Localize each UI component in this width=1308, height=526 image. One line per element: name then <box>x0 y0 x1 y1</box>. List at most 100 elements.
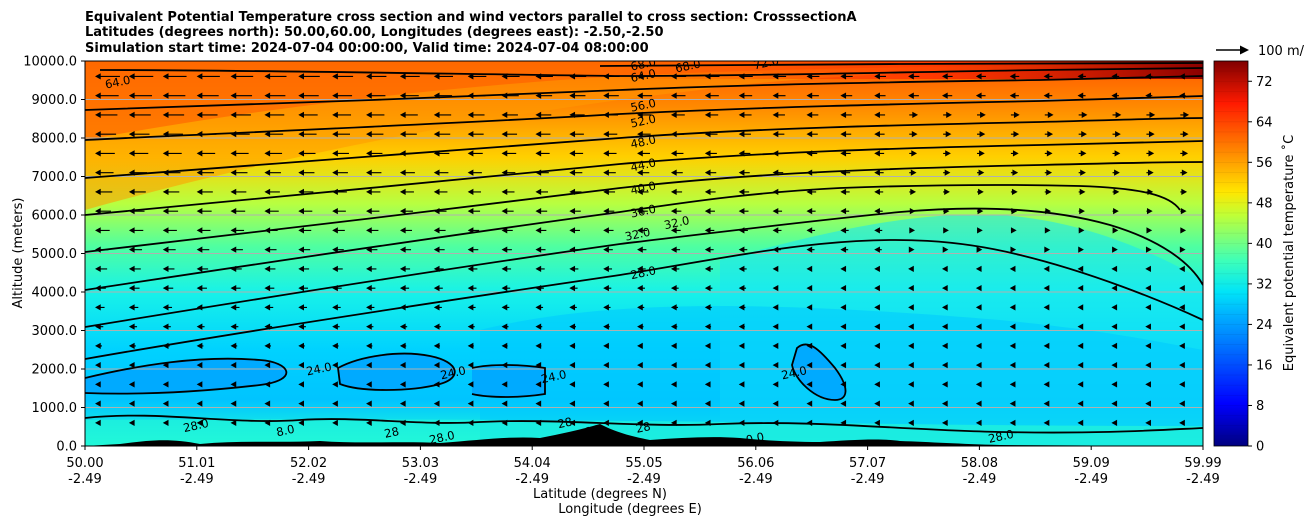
wind-vector <box>874 92 886 99</box>
wind-vector <box>399 208 413 215</box>
wind-vector <box>1043 73 1053 80</box>
wind-vector <box>569 419 576 427</box>
wind-vector <box>1009 419 1016 427</box>
wind-vector <box>772 342 779 350</box>
wind-vector <box>874 285 880 292</box>
x-axis-label-lat: Latitude (degrees N) <box>533 487 667 502</box>
wind-vector <box>467 246 479 253</box>
wind-vector <box>772 169 784 176</box>
wind-vector <box>433 246 445 253</box>
contour-label: 32.0 <box>624 225 652 244</box>
wind-vector <box>840 285 847 292</box>
wind-vector <box>977 131 986 138</box>
wind-vector <box>772 208 783 215</box>
wind-vector <box>1180 227 1187 234</box>
wind-vector <box>501 188 515 196</box>
wind-vector <box>704 131 718 138</box>
wind-vector <box>874 419 880 427</box>
wind-vector <box>399 323 408 330</box>
wind-vector <box>1111 323 1118 330</box>
wind-vector <box>1146 208 1153 215</box>
wind-vector <box>637 265 646 273</box>
wind-vector <box>704 285 713 292</box>
wind-vector <box>1010 169 1019 176</box>
contour-labels: 64.068.0 68.0 72.064.056.052.048.044.040.0… <box>104 61 1015 447</box>
wind-vector <box>670 381 677 388</box>
wind-vector <box>909 208 916 215</box>
wind-vector <box>501 73 520 80</box>
wind-vector <box>95 419 101 427</box>
wind-vector <box>298 150 316 157</box>
wind-vector <box>704 381 711 388</box>
wind-vector <box>196 246 210 253</box>
wind-vector <box>670 92 686 99</box>
wind-vector <box>501 208 514 215</box>
wind-vector <box>569 246 580 253</box>
wind-vector <box>1077 342 1084 350</box>
wind-vector <box>637 304 645 311</box>
wind-vector <box>298 169 315 176</box>
wind-vector <box>467 73 487 80</box>
x-tick-label-lat: 56.06 <box>737 456 774 471</box>
wind-vector <box>196 419 203 427</box>
wind-vector <box>975 92 986 99</box>
wind-vector <box>908 381 914 388</box>
wind-vector <box>1043 381 1050 388</box>
wind-vector <box>196 150 216 157</box>
wind-vector <box>840 381 847 388</box>
wind-vector <box>603 73 620 80</box>
wind-vector <box>433 265 444 273</box>
wind-vector <box>230 92 253 99</box>
quiver-key-label: 100 m/ <box>1258 44 1305 59</box>
wind-vector <box>908 400 914 407</box>
wind-vector <box>704 323 712 330</box>
wind-vector <box>603 169 616 176</box>
wind-vector <box>806 227 816 234</box>
wind-vector <box>264 285 275 292</box>
wind-vector <box>1009 304 1016 311</box>
wind-vector <box>230 169 248 176</box>
wind-vector <box>975 419 982 427</box>
warm-layer-red <box>85 61 1203 140</box>
wind-vector <box>738 150 751 157</box>
wind-vector <box>1078 227 1085 234</box>
wind-vector <box>95 73 120 80</box>
wind-vector <box>1179 323 1185 330</box>
wind-vector <box>1044 246 1051 253</box>
wind-vector <box>738 265 747 273</box>
wind-vector <box>1112 169 1120 176</box>
wind-vector <box>162 419 169 427</box>
wind-vector <box>943 188 950 196</box>
contour-label: 28.0 <box>428 428 456 447</box>
title-line-3: Simulation start time: 2024-07-04 00:00:… <box>85 41 649 56</box>
wind-vector <box>569 362 576 369</box>
wind-vector <box>908 92 919 99</box>
wind-vector <box>162 285 174 292</box>
wind-vector <box>128 342 136 350</box>
wind-vector <box>128 227 144 234</box>
x-tick-label-lon: -2.49 <box>1186 472 1220 487</box>
wind-vector <box>501 246 512 253</box>
wind-vector <box>1145 246 1152 253</box>
wind-vector <box>840 323 847 330</box>
x-tick-label-lat: 53.03 <box>402 456 439 471</box>
wind-vector <box>433 150 450 157</box>
wind-vector <box>298 381 305 388</box>
wind-vector <box>399 362 406 369</box>
wind-vector <box>535 265 545 273</box>
wind-vector <box>366 92 386 99</box>
cold-pool-3 <box>472 365 545 397</box>
wind-vector <box>908 362 914 369</box>
wind-vector <box>366 73 387 80</box>
wind-vector <box>162 169 181 176</box>
wind-vector <box>738 246 748 253</box>
wind-vector <box>433 111 452 119</box>
x-tick-label-lat: 59.09 <box>1073 456 1110 471</box>
wind-vector <box>366 150 383 157</box>
wind-vector <box>1044 169 1053 176</box>
wind-vector <box>535 150 550 157</box>
wind-vector <box>196 285 207 292</box>
wind-vector <box>908 323 914 330</box>
wind-vector <box>264 362 271 369</box>
wind-vector <box>128 246 143 253</box>
